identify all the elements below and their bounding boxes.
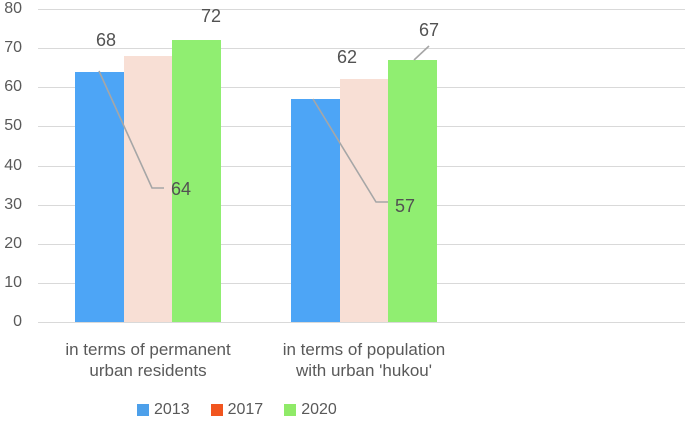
legend-item-2013: 2013	[137, 402, 190, 418]
data-label-2020-category-0: 72	[200, 6, 222, 26]
legend-label-2020: 2020	[301, 401, 337, 418]
legend-swatch-2017	[210, 404, 223, 416]
gridline-y-80	[38, 9, 685, 10]
y-tick-label-30: 30	[4, 195, 22, 213]
bar-2013-category-0	[75, 71, 124, 322]
legend-item-2017: 2017	[210, 401, 264, 418]
data-label-2013-category-1: 57	[394, 196, 416, 216]
legend-label-2017: 2017	[227, 401, 264, 418]
bar-2017-category-1	[339, 79, 389, 322]
bar-2020-category-1	[388, 59, 437, 322]
y-tick-label-50: 50	[4, 117, 22, 135]
y-tick-label-70: 70	[4, 39, 22, 57]
y-tick-label-60: 60	[4, 78, 22, 96]
legend: 2013 2017 2020	[137, 402, 337, 418]
data-label-2017-category-1: 62	[336, 47, 358, 67]
gridline-y-0	[38, 322, 685, 323]
data-label-2017-category-0: 68	[95, 30, 117, 50]
data-label-2013-category-0: 64	[170, 179, 192, 199]
legend-swatch-2020	[284, 404, 297, 416]
y-tick-label-10: 10	[4, 273, 22, 291]
gridline-y-70	[38, 48, 685, 50]
category-label-1: in terms of population with urban 'hukou…	[282, 340, 446, 380]
y-tick-label-0: 0	[13, 313, 22, 330]
y-tick-label-40: 40	[4, 156, 22, 174]
bar-2020-category-0	[172, 40, 221, 322]
bar-2013-category-1	[291, 98, 340, 322]
bar-2017-category-0	[123, 55, 173, 322]
data-label-2020-category-1: 67	[418, 20, 440, 40]
legend-item-2020: 2020	[284, 402, 337, 418]
y-tick-label-20: 20	[4, 234, 22, 252]
category-label-0: in terms of permanent urban residents	[65, 340, 231, 380]
y-tick-label-80: 80	[4, 0, 22, 17]
legend-swatch-2013	[137, 404, 149, 416]
legend-label-2013: 2013	[154, 401, 190, 418]
